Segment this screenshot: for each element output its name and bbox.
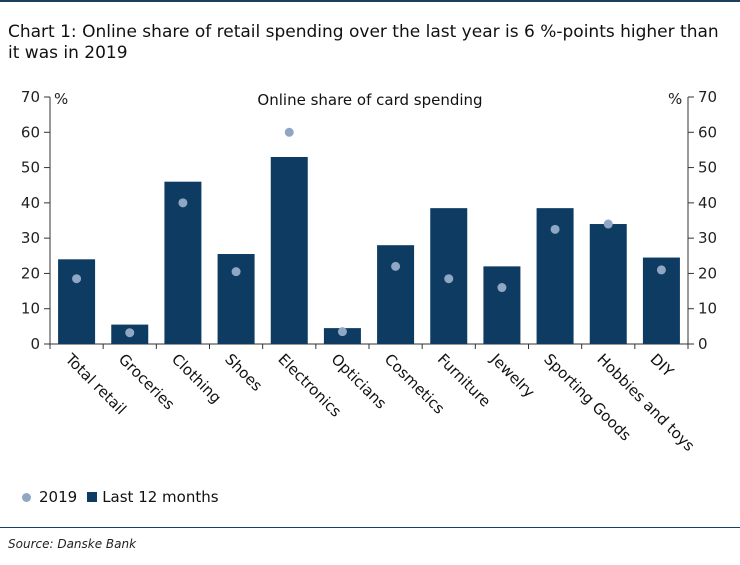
dot-2019-sporting-goods	[550, 224, 560, 234]
inner-chart-title: Online share of card spending	[257, 91, 482, 109]
dot-2019-opticians	[337, 327, 347, 337]
legend-label-2019: 2019	[39, 488, 78, 506]
dot-2019-jewelry	[497, 283, 507, 293]
y-tick-label-right: 0	[698, 335, 708, 353]
legend-dot-2019	[22, 492, 31, 502]
dot-2019-hobbies-and-toys	[603, 219, 613, 229]
legend-square-last-12-months	[87, 492, 98, 502]
bar-chart: Online share of card spending % % 0 0 10 10…	[21, 88, 717, 455]
bar-jewelry	[483, 266, 521, 344]
y-tick-label-left: 50	[21, 159, 40, 177]
x-tick-label: Shoes	[221, 350, 266, 395]
y-tick-label-right: 60	[698, 123, 717, 141]
dot-2019-groceries	[125, 328, 135, 338]
bar-cosmetics	[377, 245, 415, 344]
y-tick-label-right: 20	[698, 264, 717, 282]
x-tick-label: Hobbies and toys	[593, 350, 698, 455]
legend: 2019 Last 12 months	[22, 488, 219, 506]
y-tick-label-left: 20	[21, 264, 40, 282]
y-tick-label-right: 50	[698, 159, 717, 177]
y-tick-label-right: 70	[698, 88, 717, 106]
legend-label-last-12-months: Last 12 months	[102, 488, 219, 506]
dot-2019-electronics	[284, 127, 294, 137]
x-tick-label: DIY	[647, 350, 678, 381]
y-tick-label-left: 40	[21, 194, 40, 212]
y-tick-label-right: 30	[698, 229, 717, 247]
bar-hobbies-and-toys	[589, 224, 627, 344]
dot-2019-total-retail	[72, 274, 82, 284]
top-rule	[0, 0, 740, 2]
left-unit-label: %	[54, 90, 68, 108]
bar-electronics	[270, 156, 308, 344]
bar-total-retail	[58, 259, 96, 344]
y-tick-label-left: 0	[30, 335, 40, 353]
dot-2019-shoes	[231, 267, 241, 277]
dot-2019-cosmetics	[391, 261, 401, 271]
source-note: Source: Danske Bank	[8, 537, 137, 551]
y-tick-label-left: 10	[21, 300, 40, 318]
y-tick-label-right: 10	[698, 300, 717, 318]
bar-clothing	[164, 181, 202, 344]
dot-2019-furniture	[444, 274, 454, 284]
dot-2019-clothing	[178, 198, 188, 208]
y-tick-label-left: 70	[21, 88, 40, 106]
chart-title: Chart 1: Online share of retail spending…	[8, 22, 719, 63]
x-tick-label: Jewelry	[486, 349, 538, 401]
dot-2019-diy	[656, 265, 666, 275]
right-unit-label: %	[668, 90, 682, 108]
y-tick-label-left: 60	[21, 123, 40, 141]
footer-rule	[0, 527, 740, 528]
y-tick-label-left: 30	[21, 229, 40, 247]
y-tick-label-right: 40	[698, 194, 717, 212]
